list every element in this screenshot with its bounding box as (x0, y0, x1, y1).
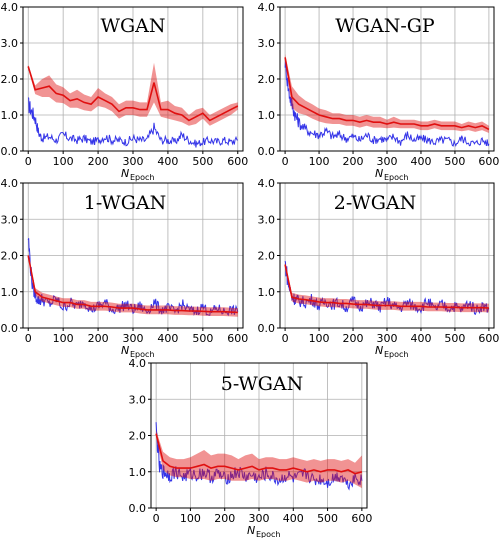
x-tick-label: 300 (249, 512, 270, 525)
x-tick-label: 100 (53, 332, 74, 345)
y-tick-label: 4.0 (1, 177, 19, 190)
panel-4: 0 100 200 300 400 500 600 0.0 1.0 2.0 3.0 4.0 2-WGAN… (258, 177, 500, 359)
y-tick-label: 0.0 (129, 502, 147, 515)
x-tick-label: 500 (444, 332, 465, 345)
x-tick-label: 200 (88, 155, 109, 168)
panel-2: 0 100 200 300 400 500 600 0.0 1.0 2.0 3.0 4.0 WGAN-G… (258, 1, 500, 182)
x-tick-label: 600 (227, 155, 248, 168)
panel-title: 1-WGAN (84, 192, 167, 214)
y-tick-label: 0.0 (258, 322, 276, 335)
x-axis-label: N (121, 167, 129, 180)
x-axis-label: N (375, 344, 383, 357)
panel-title: WGAN-GP (335, 15, 435, 37)
x-tick-label: 400 (283, 512, 304, 525)
x-tick-label: 200 (214, 512, 235, 525)
x-axis-label-subscript: Epoch (384, 350, 409, 359)
y-tick-label: 3.0 (1, 213, 19, 226)
y-tick-label: 1.0 (129, 466, 147, 479)
x-tick-label: 100 (309, 155, 330, 168)
y-tick-label: 2.0 (1, 250, 19, 263)
x-tick-label: 200 (88, 332, 109, 345)
noisy-series-line (27, 238, 239, 317)
y-tick-label: 2.0 (129, 430, 147, 443)
mean-series-line (27, 66, 239, 122)
x-tick-label: 400 (410, 332, 431, 345)
y-tick-label: 3.0 (129, 393, 147, 406)
noisy-series-line (284, 58, 490, 147)
mean-series-band (28, 62, 238, 126)
x-tick-label: 400 (410, 155, 431, 168)
y-tick-label: 2.0 (258, 73, 276, 86)
x-axis-label-subscript: Epoch (130, 350, 155, 359)
y-tick-label: 4.0 (258, 177, 276, 190)
y-tick-label: 4.0 (129, 357, 147, 370)
y-tick-label: 1.0 (258, 109, 276, 122)
x-axis-label-subscript: Epoch (256, 530, 281, 538)
noisy-series-line (155, 422, 363, 491)
y-tick-label: 2.0 (258, 250, 276, 263)
y-tick-label: 1.0 (258, 286, 276, 299)
mean-series-band (285, 262, 489, 313)
panel-title: WGAN (100, 15, 165, 37)
panel-3: 0 100 200 300 400 500 600 0.0 1.0 2.0 3.0 4.0 1-WGAN… (1, 177, 249, 359)
x-tick-label: 300 (377, 332, 398, 345)
x-tick-label: 0 (25, 332, 32, 345)
x-tick-label: 100 (53, 155, 74, 168)
y-tick-label: 4.0 (1, 1, 19, 14)
y-tick-label: 0.0 (1, 145, 19, 158)
x-axis-label: N (247, 524, 255, 537)
x-tick-label: 600 (227, 332, 248, 345)
mean-series-line (27, 255, 238, 314)
x-axis-label: N (375, 167, 383, 180)
y-tick-label: 3.0 (1, 37, 19, 50)
panel-5: 0 100 200 300 400 500 600 0.0 1.0 2.0 3.0 4.0 5-WGAN… (129, 357, 373, 538)
y-tick-label: 2.0 (1, 73, 19, 86)
panel-title: 2-WGAN (334, 192, 417, 214)
x-tick-label: 500 (317, 512, 338, 525)
x-tick-label: 300 (377, 155, 398, 168)
x-tick-label: 100 (180, 512, 201, 525)
x-tick-label: 400 (157, 155, 178, 168)
x-tick-label: 500 (192, 155, 213, 168)
x-axis-label: N (121, 344, 129, 357)
panel-title: 5-WGAN (221, 373, 304, 395)
x-axis-label-subscript: Epoch (130, 173, 155, 182)
x-tick-label: 300 (123, 332, 144, 345)
mean-series-line (284, 264, 489, 309)
mean-series-band (156, 430, 362, 489)
x-tick-label: 500 (444, 155, 465, 168)
mean-series-line (155, 433, 363, 475)
x-tick-label: 600 (478, 155, 499, 168)
x-tick-label: 600 (351, 512, 372, 525)
x-tick-label: 0 (153, 512, 160, 525)
y-tick-label: 0.0 (258, 145, 276, 158)
y-tick-label: 3.0 (258, 37, 276, 50)
mean-series-band (285, 53, 489, 133)
x-tick-label: 0 (25, 155, 32, 168)
x-axis-label-subscript: Epoch (384, 173, 409, 182)
y-tick-label: 1.0 (1, 109, 19, 122)
x-tick-label: 600 (478, 332, 499, 345)
x-tick-label: 100 (309, 332, 330, 345)
x-tick-label: 0 (282, 332, 289, 345)
x-tick-label: 0 (282, 155, 289, 168)
x-tick-label: 500 (192, 332, 213, 345)
mean-series-band (28, 253, 238, 317)
mean-series-line (284, 57, 490, 131)
y-tick-label: 1.0 (1, 286, 19, 299)
x-tick-label: 400 (157, 332, 178, 345)
y-tick-label: 3.0 (258, 213, 276, 226)
noisy-series-line (27, 97, 238, 148)
x-tick-label: 300 (123, 155, 144, 168)
panel-1: 0 100 200 300 400 500 600 0.0 1.0 2.0 3.0 4.0 WGAN N E… (1, 1, 249, 182)
x-tick-label: 200 (343, 332, 364, 345)
x-tick-label: 200 (343, 155, 364, 168)
y-tick-label: 4.0 (258, 1, 276, 14)
y-tick-label: 0.0 (1, 322, 19, 335)
